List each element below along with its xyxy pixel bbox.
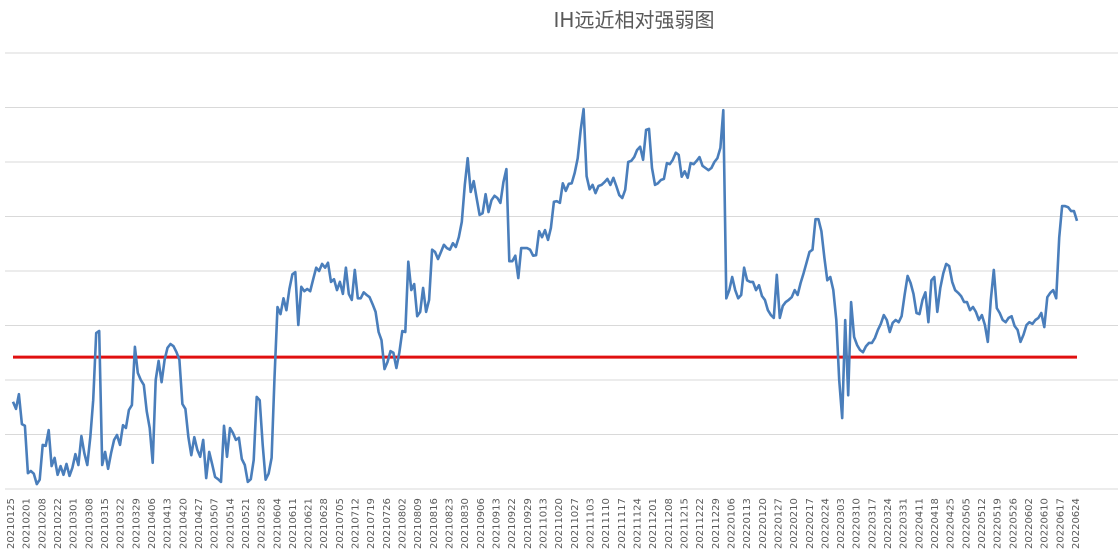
x-tick-label: 20210125	[6, 498, 17, 549]
x-tick-label: 20220310	[852, 498, 863, 549]
series-line	[11, 107, 1079, 486]
x-tick-label: 20220127	[773, 498, 784, 549]
x-tick-label: 20211215	[679, 498, 690, 549]
x-tick-label: 20220331	[899, 498, 910, 549]
x-tick-label: 20220217	[805, 498, 816, 549]
x-tick-label: 20211020	[554, 498, 565, 549]
x-tick-label: 20210507	[210, 498, 221, 549]
x-tick-label: 20220317	[867, 498, 878, 549]
x-tick-label: 20210621	[304, 498, 315, 549]
x-tick-label: 20210308	[84, 498, 95, 549]
x-tick-label: 20211027	[570, 498, 581, 549]
x-tick-label: 20211117	[617, 498, 628, 549]
x-tick-label: 20210315	[100, 498, 111, 549]
x-tick-label: 20211222	[695, 498, 706, 549]
x-tick-label: 20220411	[914, 498, 925, 549]
x-tick-label: 20211208	[664, 498, 675, 549]
x-tick-label: 20210201	[22, 498, 33, 549]
x-tick-label: 20220324	[883, 498, 894, 549]
x-tick-label: 20210816	[429, 498, 440, 549]
x-tick-label: 20210913	[492, 498, 503, 549]
x-tick-label: 20210301	[69, 498, 80, 549]
x-tick-label: 20210712	[351, 498, 362, 549]
x-tick-label: 20210208	[37, 498, 48, 549]
x-tick-label: 20211103	[585, 498, 596, 549]
x-tick-label: 20210823	[445, 498, 456, 549]
series-layer	[11, 107, 1079, 486]
x-tick-label: 20210611	[288, 498, 299, 549]
chart-title: IH远近相对强弱图	[553, 8, 715, 32]
x-tick-label: 20210322	[116, 498, 127, 549]
x-tick-label: 20210922	[507, 498, 518, 549]
x-tick-label: 20211013	[539, 498, 550, 549]
x-tick-label: 20210413	[163, 498, 174, 549]
x-tick-label: 20210802	[398, 498, 409, 549]
x-tick-label: 20210628	[319, 498, 330, 549]
x-tick-label: 20220120	[758, 498, 769, 549]
x-tick-label: 20210906	[476, 498, 487, 549]
x-tick-label: 20210222	[53, 498, 64, 549]
x-tick-label: 20211229	[711, 498, 722, 549]
x-tick-label: 20220224	[820, 498, 831, 549]
x-tick-label: 20220113	[742, 498, 753, 549]
x-tick-label: 20220602	[1024, 498, 1035, 549]
x-tick-label: 20210719	[366, 498, 377, 549]
gridlines	[5, 52, 1118, 490]
x-axis-tick-labels: 20210125 20210201 20210208 20210222 20210301…	[6, 498, 1082, 549]
x-tick-label: 20210830	[460, 498, 471, 549]
x-tick-label: 20220210	[789, 498, 800, 549]
x-tick-label: 20220610	[1040, 498, 1051, 549]
x-tick-label: 20210929	[523, 498, 534, 549]
x-tick-label: 20210514	[225, 498, 236, 549]
x-tick-label: 20220617	[1055, 498, 1066, 549]
x-tick-label: 20210528	[257, 498, 268, 549]
x-tick-label: 20210329	[131, 498, 142, 549]
x-tick-label: 20220519	[993, 498, 1004, 549]
x-tick-label: 20220512	[977, 498, 988, 549]
x-tick-label: 20210427	[194, 498, 205, 549]
x-tick-label: 20220425	[946, 498, 957, 549]
x-tick-label: 20210726	[382, 498, 393, 549]
x-tick-label: 20211201	[648, 498, 659, 549]
x-tick-label: 20210521	[241, 498, 252, 549]
x-tick-label: 20210406	[147, 498, 158, 549]
x-tick-label: 20210705	[335, 498, 346, 549]
x-tick-label: 20220303	[836, 498, 847, 549]
x-tick-label: 20211124	[632, 498, 643, 549]
x-tick-label: 20211110	[601, 498, 612, 549]
x-tick-label: 20220106	[726, 498, 737, 549]
x-tick-label: 20210604	[272, 498, 283, 549]
x-tick-label: 20210809	[413, 498, 424, 549]
x-tick-label: 20220418	[930, 498, 941, 549]
x-tick-label: 20210420	[178, 498, 189, 549]
x-tick-label: 20220526	[1008, 498, 1019, 549]
x-tick-label: 20220505	[961, 498, 972, 549]
x-tick-label: 20220624	[1071, 498, 1082, 549]
